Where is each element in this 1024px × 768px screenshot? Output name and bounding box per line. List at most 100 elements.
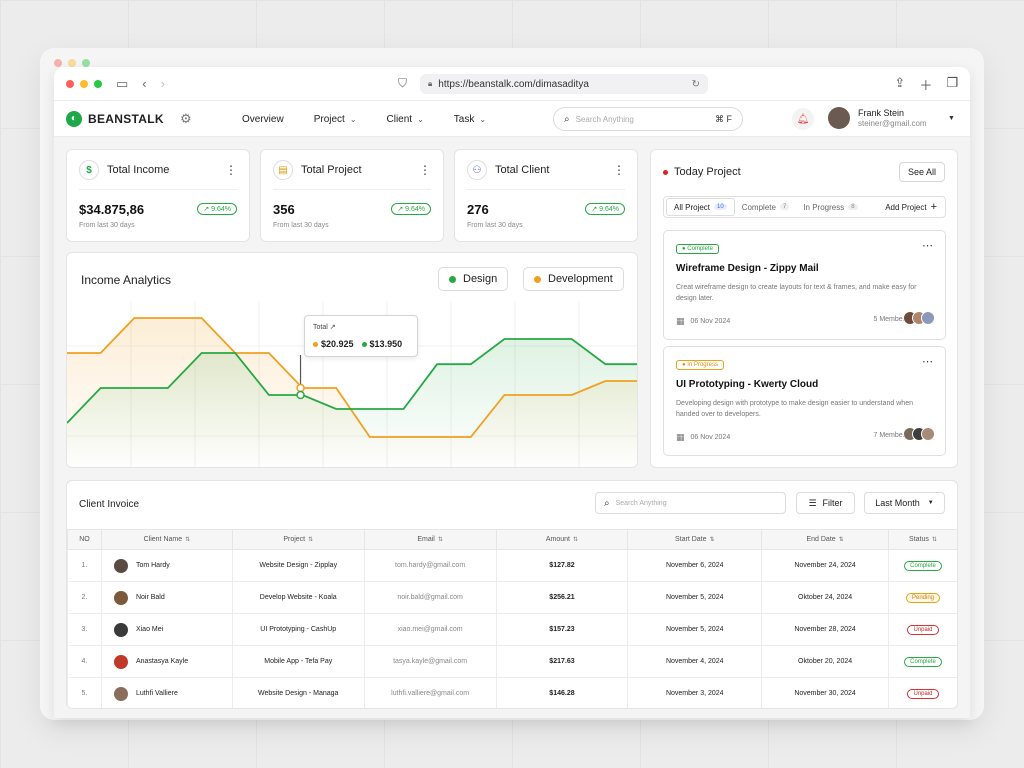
sidebar-toggle-icon[interactable]: ▭ — [116, 75, 129, 91]
tab-complete[interactable]: Complete 7 — [735, 198, 797, 216]
more-horizontal-icon[interactable]: ⋯ — [922, 240, 933, 252]
forward-arrow-icon[interactable]: › — [160, 76, 165, 91]
column-header[interactable]: Amount ⇅ — [495, 529, 629, 550]
income-analytics-card: Income Analytics Design Development — [66, 252, 638, 468]
new-tab-icon[interactable]: ＋ — [919, 78, 933, 93]
reload-icon[interactable]: ↻ — [691, 78, 700, 90]
more-vertical-icon[interactable]: ⋮ — [419, 163, 431, 177]
caret-down-icon: ▼ — [927, 500, 934, 506]
sort-icon: ⇅ — [185, 537, 191, 543]
user-email: steiner@gmail.com — [858, 119, 927, 128]
status-badge: ● In Progress — [676, 360, 724, 370]
table-row[interactable]: 3. Xiao Mei UI Prototyping - CashUp xiao… — [67, 613, 957, 646]
chart-title: Income Analytics — [81, 273, 172, 287]
stat-value: $34.875,86 — [79, 202, 145, 217]
invoice-table: NO Client Name ⇅ Project ⇅ Email ⇅ Amount ⇅ … — [67, 529, 957, 708]
stat-sub: From last 30 days — [79, 222, 135, 229]
table-row[interactable]: 4. Anastasya Kayle Mobile App - Tefa Pay… — [67, 645, 957, 678]
tab-in-progress[interactable]: In Progress 8 — [796, 198, 864, 216]
back-arrow-icon[interactable]: ‹ — [142, 76, 147, 91]
column-header[interactable]: Start Date ⇅ — [627, 529, 763, 550]
bean-icon: ◐ — [66, 110, 82, 127]
arrow-up-right-icon: ↗ — [329, 324, 336, 331]
browser-window: ▭ ‹ › ⛉ 🔒︎ https://beanstalk.com/dimasad… — [54, 67, 970, 718]
data-point-development[interactable] — [296, 383, 305, 393]
project-card[interactable]: ● In Progress ⋯ UI Prototyping - Kwerty … — [663, 346, 946, 456]
main-menu: Overview Project ⌄ Client ⌄ Task ⌄ — [242, 101, 486, 137]
user-menu[interactable]: Frank Stein steiner@gmail.com — [828, 107, 927, 129]
shield-icon[interactable]: ⛉ — [398, 76, 408, 90]
maximize-window-button[interactable] — [94, 79, 102, 88]
status-badge: Pending — [905, 592, 941, 603]
tabs-overview-icon[interactable]: ❐ — [946, 75, 958, 90]
stat-card-income: $ Total Income ⋮ $34.875,86 ↗ 9.64% From… — [66, 149, 250, 242]
brand-name: BEANSTALK — [88, 111, 164, 126]
global-search-input[interactable]: ⌕ Search Anything ⌘ F — [553, 107, 743, 131]
dollar-icon: $ — [79, 160, 99, 180]
column-header: NO — [67, 529, 102, 550]
menu-project[interactable]: Project ⌄ — [313, 113, 357, 125]
url-bar[interactable]: 🔒︎ https://beanstalk.com/dimasaditya ↻ — [420, 74, 708, 94]
stat-card-client: ⚇ Total Client ⋮ 276 ↗ 9.64% From last 3… — [454, 149, 638, 242]
avatar — [113, 590, 128, 605]
more-horizontal-icon[interactable]: ⋯ — [922, 356, 933, 368]
browser-chrome: ▭ ‹ › ⛉ 🔒︎ https://beanstalk.com/dimasad… — [54, 67, 970, 101]
more-vertical-icon[interactable]: ⋮ — [225, 163, 237, 177]
member-count: 5 Member — [873, 316, 905, 323]
avatar — [113, 686, 128, 701]
tooltip-development-value: $20.925 — [321, 339, 354, 349]
share-icon[interactable]: ⇪ — [894, 75, 906, 90]
chart-tooltip: Total ↗ $20.925 $13.950 — [304, 315, 418, 357]
add-project-button[interactable]: Add Project + — [885, 201, 937, 213]
stat-title: Total Client — [495, 164, 550, 176]
filter-button[interactable]: ☰ Filter — [796, 492, 855, 514]
client-invoice-card: Client Invoice ⌕ Search Anything ☰ Filte… — [66, 480, 958, 709]
minimize-window-button[interactable] — [80, 79, 88, 88]
avatar — [828, 107, 850, 129]
avatar — [921, 427, 935, 441]
plus-icon: + — [930, 201, 937, 213]
column-header[interactable]: End Date ⇅ — [761, 529, 889, 550]
close-window-button[interactable] — [66, 79, 74, 88]
status-badge: ● Complete — [676, 244, 719, 254]
trend-badge: ↗ 9.64% — [585, 203, 625, 215]
legend-development[interactable]: Development — [523, 267, 624, 291]
series-line-design — [67, 338, 637, 424]
project-card[interactable]: ● Complete ⋯ Wireframe Design - Zippy Ma… — [663, 230, 946, 340]
avatar — [113, 558, 128, 573]
legend-design[interactable]: Design — [438, 267, 509, 291]
menu-task[interactable]: Task ⌄ — [453, 113, 487, 125]
invoice-search-input[interactable]: ⌕ Search Anything — [595, 492, 786, 514]
user-name: Frank Stein — [858, 108, 905, 118]
search-shortcut: ⌘ F — [715, 113, 732, 124]
menu-overview[interactable]: Overview — [242, 113, 284, 125]
period-select[interactable]: Last Month ▼ — [864, 492, 945, 514]
gear-icon[interactable]: ⚙ — [180, 111, 192, 126]
today-project-card: Today Project See All All Project 10 Comp… — [650, 149, 958, 468]
menu-client[interactable]: Client ⌄ — [386, 113, 424, 125]
table-row[interactable]: 1. Tom Hardy Website Design - Zipplay to… — [67, 549, 957, 582]
stat-card-project: ▤ Total Project ⋮ 356 ↗ 9.64% From last … — [260, 149, 444, 242]
column-header[interactable]: Email ⇅ — [363, 529, 497, 550]
member-avatars[interactable] — [903, 311, 935, 325]
column-header[interactable]: Status ⇅ — [888, 529, 957, 550]
see-all-button[interactable]: See All — [898, 162, 945, 182]
table-row[interactable]: 2. Noir Bald Develop Website - Koala noi… — [67, 581, 957, 614]
column-header[interactable]: Project ⇅ — [231, 529, 365, 550]
project-date: 06 Nov 2024 — [690, 434, 731, 441]
column-header[interactable]: Client Name ⇅ — [100, 529, 233, 550]
caret-down-icon[interactable]: ▼ — [948, 115, 955, 122]
income-line-chart — [67, 301, 637, 467]
brand-logo[interactable]: ◐ BEANSTALK — [66, 110, 164, 127]
invoice-title: Client Invoice — [79, 499, 140, 510]
stat-title: Total Project — [301, 164, 362, 176]
more-vertical-icon[interactable]: ⋮ — [613, 163, 625, 177]
tab-all-project[interactable]: All Project 10 — [666, 198, 735, 216]
notification-bell-icon[interactable]: 🔔︎ — [792, 108, 814, 130]
data-point-design[interactable] — [296, 390, 305, 400]
table-row[interactable]: 5. Luthfi Valliere Website Design - Mana… — [67, 677, 957, 708]
table-header-row: NO Client Name ⇅ Project ⇅ Email ⇅ Amount ⇅ … — [67, 529, 957, 550]
avatar — [921, 311, 935, 325]
sort-icon: ⇅ — [709, 537, 715, 543]
member-avatars[interactable] — [903, 427, 935, 441]
